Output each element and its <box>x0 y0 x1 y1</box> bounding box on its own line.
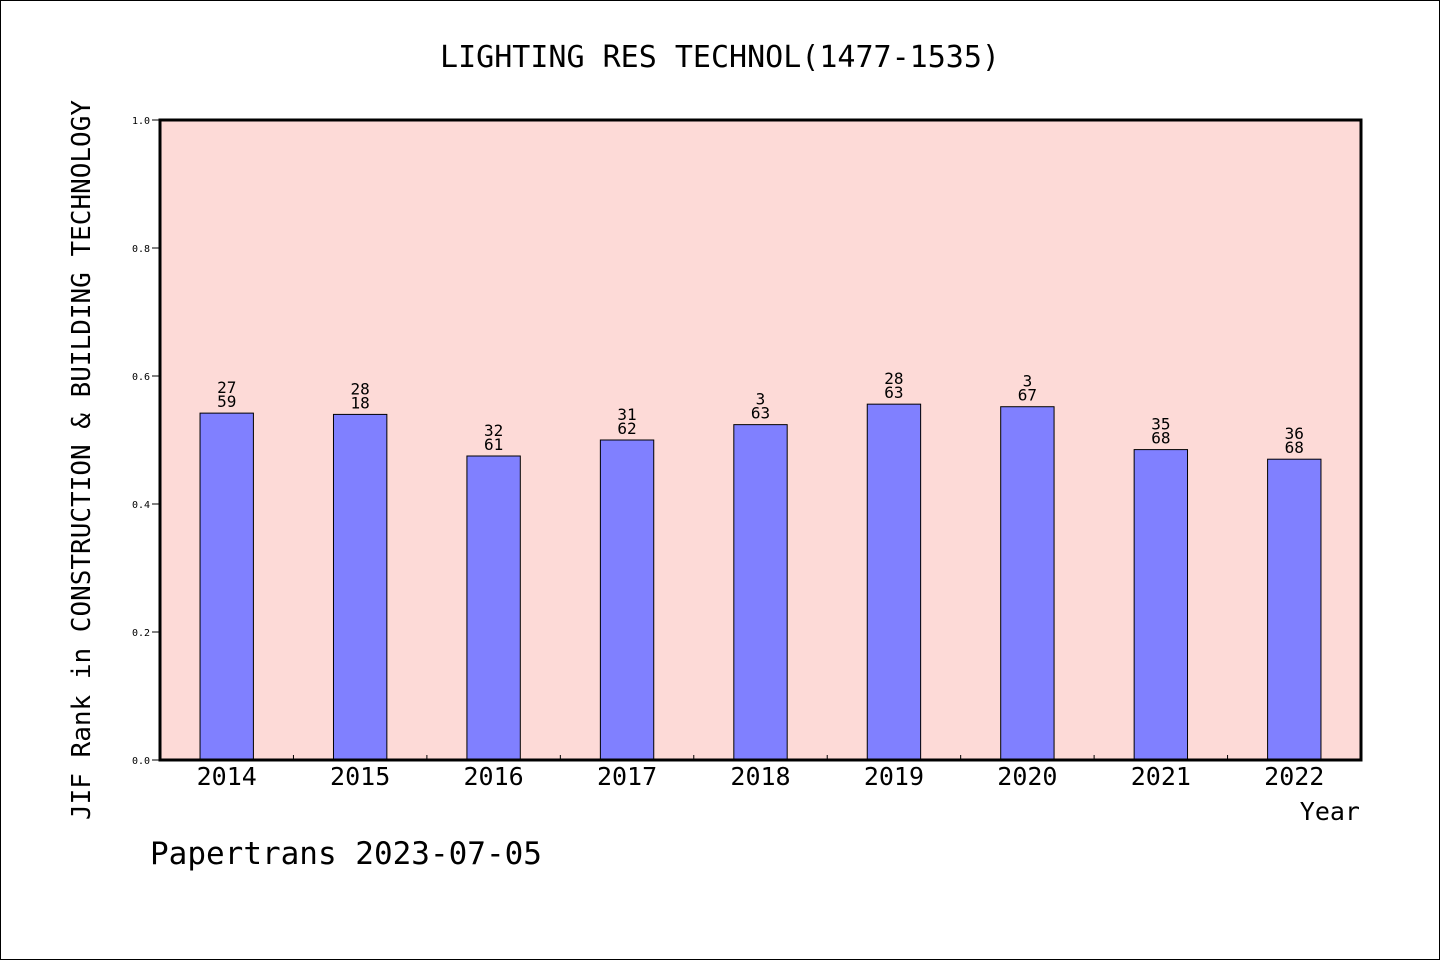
x-tick-label-2014: 2014 <box>197 762 257 791</box>
y-tick-label-0.4: 0.4 <box>132 500 150 511</box>
bar-label-total-2018: 63 <box>751 404 770 423</box>
y-tick-label-0.2: 0.2 <box>132 628 150 639</box>
bar-label-total-2022: 68 <box>1285 438 1304 457</box>
bar-label-total-2015: 18 <box>351 393 370 412</box>
bar-label-rank-2014: 27 <box>217 378 236 397</box>
bar-2019 <box>866 403 922 761</box>
bar-label-total-2021: 68 <box>1151 429 1170 448</box>
bar-label-total-2019: 63 <box>884 383 903 402</box>
bar-2018 <box>733 424 788 761</box>
bar-label-rank-2020: 3 <box>1023 372 1033 391</box>
bar-label-rank-2018: 3 <box>756 390 766 409</box>
bar-label-rank-2015: 28 <box>351 379 370 398</box>
y-tick-label-0.0: 0.0 <box>132 756 150 767</box>
bar-2014 <box>199 412 254 761</box>
y-axis-label: JIF Rank in CONSTRUCTION & BUILDING TECH… <box>67 100 97 820</box>
x-tick-label-2020: 2020 <box>997 762 1057 791</box>
bar-label-total-2017: 62 <box>617 419 636 438</box>
bar-2017 <box>599 439 655 761</box>
chart-title: LIGHTING RES TECHNOL(1477-1535) <box>440 40 1000 75</box>
footer-text: Papertrans 2023-07-05 <box>150 836 542 872</box>
x-tick-label-2021: 2021 <box>1131 762 1191 791</box>
bar-2022 <box>1267 458 1322 761</box>
bar-label-rank-2017: 31 <box>617 405 636 424</box>
bar-2021 <box>1133 449 1189 761</box>
bar-2016 <box>466 455 521 761</box>
x-axis-label: Year <box>1300 797 1360 826</box>
bar-label-total-2014: 59 <box>217 392 236 411</box>
y-tick-label-0.6: 0.6 <box>132 372 150 383</box>
x-tick-label-2017: 2017 <box>597 762 657 791</box>
bar-label-rank-2021: 35 <box>1151 415 1170 434</box>
bar-2020 <box>1000 406 1055 761</box>
y-tick-label-0.8: 0.8 <box>132 244 150 255</box>
x-tick-label-2019: 2019 <box>864 762 924 791</box>
y-tick-label-1.0: 1.0 <box>132 116 150 127</box>
y-ticks-layer: 0.0 0.2 0.4 0.6 0.8 1.0 <box>132 116 160 767</box>
bar-label-total-2020: 67 <box>1018 386 1037 405</box>
x-tick-label-2015: 2015 <box>330 762 390 791</box>
x-ticks-layer: 2014 2015 2016 2017 2018 2019 2020 2021 2022 <box>197 755 1324 791</box>
plot-border <box>158 118 1363 762</box>
bar-label-rank-2016: 32 <box>484 421 503 440</box>
x-tick-label-2016: 2016 <box>464 762 524 791</box>
bar-label-rank-2019: 28 <box>884 369 903 388</box>
x-tick-label-2022: 2022 <box>1264 762 1324 791</box>
bar-label-total-2016: 61 <box>484 435 503 454</box>
bar-2015 <box>332 413 388 761</box>
x-tick-label-2018: 2018 <box>730 762 790 791</box>
bar-label-rank-2022: 36 <box>1285 424 1304 443</box>
